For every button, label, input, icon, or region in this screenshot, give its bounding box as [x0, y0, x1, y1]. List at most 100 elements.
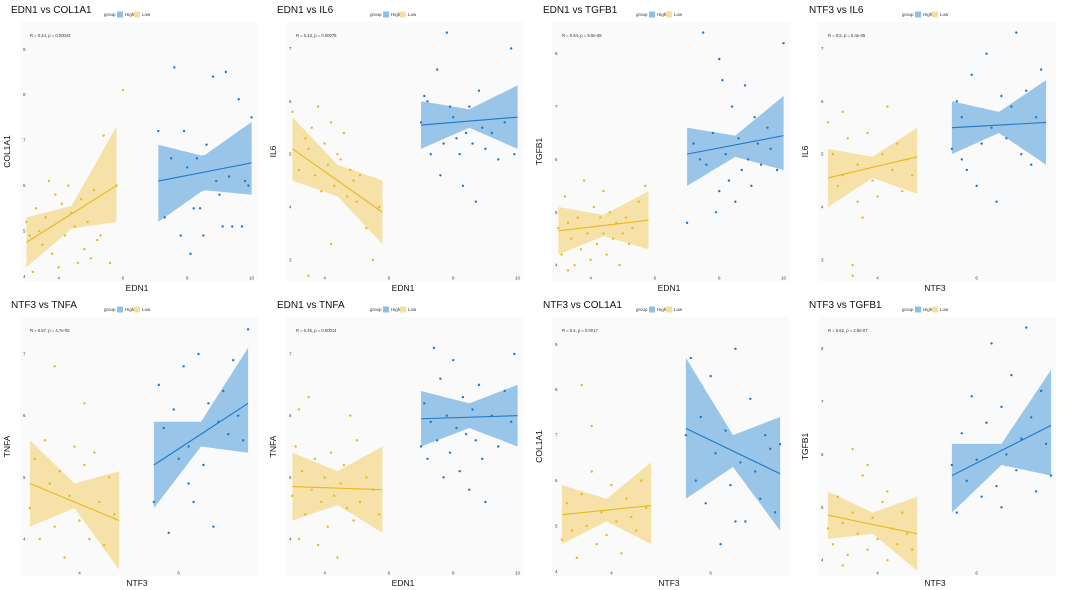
y-axis-label: COL1A1: [534, 430, 544, 463]
legend-key-low: [400, 11, 406, 18]
data-point: [1020, 437, 1023, 440]
data-point: [1000, 506, 1003, 509]
data-point: [435, 68, 439, 71]
y-tick-label: 6: [23, 183, 26, 188]
data-point: [595, 242, 599, 246]
data-point: [740, 168, 743, 172]
legend: group High Low: [370, 11, 417, 18]
regression-line: [558, 219, 649, 232]
data-point: [586, 232, 589, 235]
data-point: [173, 66, 176, 69]
correlation-stat: R = 0.4, p = 0.0017: [562, 328, 599, 333]
data-point: [1005, 137, 1008, 140]
legend-key-low: [666, 306, 672, 313]
data-point: [901, 189, 904, 193]
data-point: [965, 168, 968, 172]
data-point: [891, 168, 894, 172]
data-point: [54, 193, 57, 196]
confidence-band: [687, 96, 784, 186]
data-point: [724, 152, 727, 156]
data-point: [70, 211, 73, 215]
data-point: [41, 243, 44, 246]
data-point: [955, 100, 959, 103]
data-point: [423, 94, 426, 98]
data-point: [709, 374, 712, 378]
data-point: [778, 443, 782, 446]
y-tick-label: 5: [821, 505, 824, 510]
data-point: [192, 207, 195, 210]
data-point: [611, 237, 615, 240]
data-point: [243, 179, 247, 183]
confidence-band: [26, 126, 117, 268]
data-point: [960, 115, 963, 119]
data-point: [365, 476, 368, 479]
data-point: [83, 247, 86, 251]
x-tick-label: 10: [515, 276, 521, 281]
panel-edn1-vs-col1a1: EDN1 vs COL1A1 R = 0.44, p = 0.00043 group…: [0, 0, 266, 295]
data-point: [326, 163, 330, 166]
confidence-band: [561, 462, 652, 545]
data-point: [1010, 105, 1013, 108]
data-point: [333, 494, 336, 498]
data-point: [439, 174, 442, 177]
chart-title: EDN1 vs COL1A1: [11, 5, 92, 16]
data-point: [455, 426, 458, 430]
legend-key-low: [666, 11, 672, 18]
data-point: [448, 451, 452, 454]
data-point: [753, 115, 756, 119]
regression-line: [153, 402, 249, 466]
data-point: [749, 397, 752, 400]
data-point: [423, 402, 426, 405]
chart-title: NTF3 vs IL6: [809, 5, 864, 16]
data-point: [856, 200, 859, 203]
panel-ntf3-vs-il6: NTF3 vs IL6 R = 0.5, p = 5.4e-05 group High…: [798, 0, 1064, 295]
data-point: [689, 356, 693, 360]
data-point: [342, 131, 346, 135]
data-point: [566, 221, 570, 225]
legend-title: group: [104, 307, 116, 312]
legend-label-high: High: [923, 307, 933, 312]
data-point: [560, 253, 563, 256]
data-point: [79, 198, 83, 201]
data-point: [625, 497, 628, 500]
y-tick-label: 8: [555, 387, 558, 392]
data-point: [955, 511, 959, 514]
series-low: [291, 105, 383, 277]
x-tick-label: 8: [452, 276, 455, 281]
legend-label-high: High: [923, 12, 933, 17]
data-point: [704, 502, 707, 505]
y-tick-label: 6: [821, 99, 824, 104]
data-point: [841, 564, 844, 567]
legend: group High Low: [636, 306, 683, 313]
y-tick-label: 4: [821, 205, 824, 210]
data-point: [831, 152, 835, 156]
x-tick-label: 6: [388, 276, 391, 281]
x-axis-label: EDN1: [392, 283, 415, 293]
data-point: [297, 537, 301, 541]
data-point: [162, 426, 165, 430]
data-point: [240, 225, 244, 228]
confidence-band: [558, 191, 649, 255]
regression-line: [951, 121, 1047, 129]
x-tick-label: 6: [975, 571, 978, 576]
data-point: [826, 121, 830, 124]
data-point: [1039, 68, 1043, 71]
data-point: [50, 252, 54, 255]
data-point: [886, 558, 889, 562]
series-low: [28, 365, 120, 570]
data-point: [246, 328, 250, 331]
data-point: [477, 383, 481, 387]
data-point: [886, 105, 889, 108]
data-point: [227, 175, 231, 178]
chart-title: NTF3 vs TGFB1: [809, 300, 882, 311]
legend-title: group: [902, 307, 914, 312]
data-point: [856, 163, 859, 166]
x-tick-label: 10: [781, 276, 787, 281]
data-point: [1044, 442, 1048, 446]
data-point: [721, 78, 724, 82]
data-point: [513, 152, 516, 156]
data-point: [685, 221, 689, 225]
data-point: [189, 252, 192, 255]
data-point: [452, 115, 455, 119]
data-point: [1005, 453, 1008, 456]
